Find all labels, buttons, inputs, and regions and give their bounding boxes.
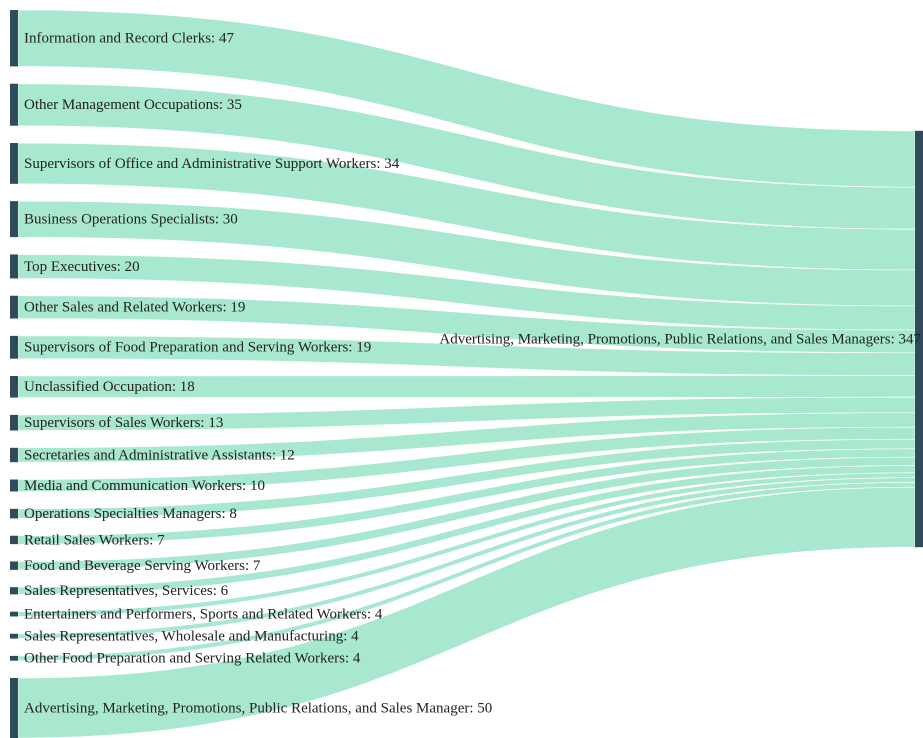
source-node <box>10 143 18 184</box>
target-label: Advertising, Marketing, Promotions, Publ… <box>439 331 921 347</box>
source-node <box>10 479 18 492</box>
nodes: Information and Record Clerks: 47 Other M… <box>10 10 923 738</box>
source-node <box>10 508 18 519</box>
source-node <box>10 447 18 463</box>
source-node <box>10 587 18 595</box>
source-label: Secretaries and Administrative Assistant… <box>24 447 295 463</box>
source-label: Supervisors of Sales Workers: 13 <box>24 415 223 431</box>
source-label: Sales Representatives, Services: 6 <box>24 583 229 599</box>
target-node <box>915 130 923 548</box>
source-node <box>10 561 18 570</box>
links <box>17 9 916 738</box>
source-node <box>10 611 18 617</box>
source-label: Operations Specialties Managers: 8 <box>24 506 237 522</box>
source-node <box>10 535 18 545</box>
source-node <box>10 83 18 126</box>
source-label: Other Sales and Related Workers: 19 <box>24 300 245 316</box>
source-node <box>10 375 18 398</box>
source-label: Top Executives: 20 <box>24 259 140 275</box>
source-label: Other Food Preparation and Serving Relat… <box>24 651 361 667</box>
source-label: Sales Representatives, Wholesale and Man… <box>24 629 359 645</box>
source-node <box>10 335 18 359</box>
source-node <box>10 633 18 639</box>
source-label: Advertising, Marketing, Promotions, Publ… <box>24 700 492 716</box>
source-label: Business Operations Specialists: 30 <box>24 212 238 228</box>
source-node <box>10 201 18 238</box>
source-label: Supervisors of Food Preparation and Serv… <box>24 340 371 356</box>
source-label: Entertainers and Performers, Sports and … <box>24 607 383 623</box>
source-label: Supervisors of Office and Administrative… <box>24 156 400 172</box>
source-label: Media and Communication Workers: 10 <box>24 478 265 494</box>
source-label: Information and Record Clerks: 47 <box>24 31 234 47</box>
source-node <box>10 414 18 431</box>
source-label: Food and Beverage Serving Workers: 7 <box>24 558 261 574</box>
source-label: Retail Sales Workers: 7 <box>24 532 165 548</box>
source-node <box>10 10 18 67</box>
source-label: Other Management Occupations: 35 <box>24 97 242 113</box>
source-node <box>10 678 18 738</box>
source-node <box>10 295 18 319</box>
source-node <box>10 655 18 661</box>
source-label: Unclassified Occupation: 18 <box>24 379 195 395</box>
source-node <box>10 254 18 279</box>
